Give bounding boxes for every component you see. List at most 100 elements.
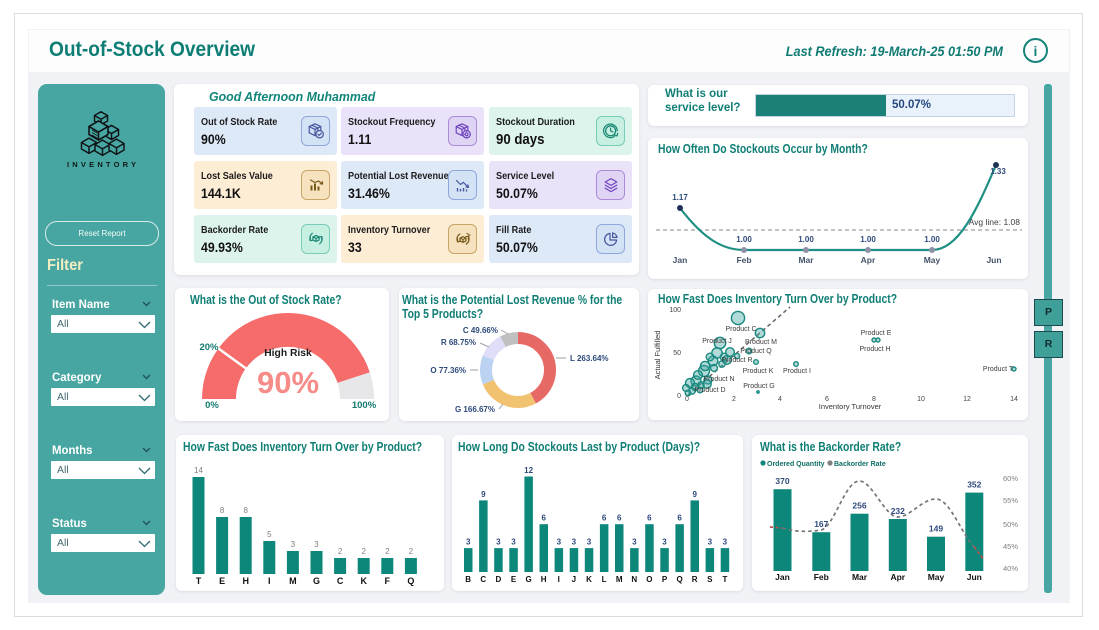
- svg-text:3: 3: [466, 538, 471, 547]
- svg-text:Ordered Quantity: Ordered Quantity: [767, 461, 825, 468]
- svg-text:0: 0: [685, 396, 689, 403]
- svg-text:0: 0: [677, 393, 681, 400]
- svg-text:Actual Fulfilled: Actual Fulfilled: [653, 331, 662, 380]
- svg-text:K: K: [586, 575, 592, 584]
- svg-text:6: 6: [617, 514, 622, 523]
- svg-text:Backorder Rate: Backorder Rate: [834, 461, 886, 468]
- svg-text:Feb: Feb: [736, 255, 751, 265]
- svg-text:Product D: Product D: [694, 387, 725, 394]
- svg-text:14: 14: [1010, 396, 1018, 403]
- svg-text:Product R: Product R: [721, 357, 752, 364]
- svg-text:6: 6: [647, 514, 652, 523]
- svg-text:Product M: Product M: [745, 339, 777, 346]
- svg-text:May: May: [924, 255, 941, 265]
- svg-text:Avg line: 1.08: Avg line: 1.08: [969, 217, 1021, 227]
- svg-text:M: M: [616, 575, 623, 584]
- svg-text:Product N: Product N: [703, 376, 734, 383]
- svg-text:R 68.75%: R 68.75%: [441, 338, 476, 347]
- svg-text:Jan: Jan: [673, 255, 688, 265]
- svg-text:6: 6: [825, 396, 829, 403]
- svg-text:1.17: 1.17: [672, 193, 688, 202]
- svg-text:10: 10: [917, 396, 925, 403]
- svg-text:J: J: [572, 575, 576, 584]
- svg-text:O 77.36%: O 77.36%: [430, 366, 466, 375]
- svg-text:K: K: [360, 576, 367, 586]
- svg-text:352: 352: [967, 480, 981, 490]
- svg-text:2: 2: [385, 547, 390, 556]
- svg-text:Mar: Mar: [852, 572, 868, 582]
- svg-text:H: H: [242, 576, 249, 586]
- svg-text:8: 8: [872, 396, 876, 403]
- svg-text:S: S: [707, 575, 713, 584]
- svg-text:Feb: Feb: [814, 572, 829, 582]
- svg-text:O: O: [646, 575, 652, 584]
- svg-text:2: 2: [732, 396, 736, 403]
- svg-text:B: B: [465, 575, 471, 584]
- svg-text:20%: 20%: [199, 342, 219, 353]
- svg-text:High Risk: High Risk: [264, 348, 312, 359]
- svg-text:6: 6: [602, 514, 607, 523]
- svg-text:3: 3: [496, 538, 501, 547]
- svg-text:G: G: [313, 576, 320, 586]
- svg-text:2: 2: [361, 547, 366, 556]
- svg-text:55%: 55%: [1003, 496, 1018, 505]
- svg-text:12: 12: [524, 466, 533, 475]
- svg-text:Product Q: Product Q: [740, 348, 772, 355]
- svg-text:D: D: [496, 575, 502, 584]
- svg-text:3: 3: [511, 538, 516, 547]
- svg-text:0%: 0%: [205, 400, 219, 411]
- svg-text:6: 6: [541, 514, 546, 523]
- svg-text:232: 232: [891, 506, 905, 516]
- svg-text:C: C: [337, 576, 344, 586]
- svg-text:5: 5: [267, 530, 272, 539]
- svg-text:6: 6: [677, 514, 682, 523]
- svg-text:3: 3: [557, 538, 562, 547]
- svg-text:167: 167: [814, 519, 828, 529]
- svg-text:12: 12: [963, 396, 971, 403]
- svg-text:40%: 40%: [1003, 564, 1018, 573]
- svg-text:Q: Q: [407, 576, 414, 586]
- svg-text:Product T: Product T: [983, 366, 1014, 373]
- svg-text:4: 4: [778, 396, 782, 403]
- svg-text:H: H: [541, 575, 547, 584]
- svg-text:256: 256: [852, 501, 866, 511]
- svg-text:3: 3: [662, 538, 667, 547]
- svg-text:1.00: 1.00: [860, 235, 876, 244]
- svg-text:370: 370: [775, 476, 789, 486]
- svg-text:3: 3: [632, 538, 637, 547]
- svg-text:Mar: Mar: [798, 255, 814, 265]
- svg-text:90%: 90%: [257, 365, 319, 400]
- svg-text:E: E: [219, 576, 225, 586]
- svg-text:I: I: [268, 576, 271, 586]
- svg-text:45%: 45%: [1003, 542, 1018, 551]
- svg-text:C 49.66%: C 49.66%: [463, 326, 498, 335]
- svg-text:100%: 100%: [352, 400, 377, 411]
- svg-text:Inventory Turnover: Inventory Turnover: [819, 402, 882, 411]
- svg-text:50: 50: [673, 350, 681, 357]
- svg-text:R: R: [692, 575, 698, 584]
- svg-text:I: I: [558, 575, 560, 584]
- svg-text:G 166.67%: G 166.67%: [455, 405, 495, 414]
- svg-text:Product K: Product K: [743, 368, 774, 375]
- svg-text:3: 3: [587, 538, 592, 547]
- svg-text:May: May: [928, 572, 945, 582]
- svg-text:L 263.64%: L 263.64%: [570, 354, 609, 363]
- svg-text:1.00: 1.00: [924, 235, 940, 244]
- svg-text:Apr: Apr: [861, 255, 876, 265]
- svg-text:Product G: Product G: [743, 383, 775, 390]
- svg-text:50%: 50%: [1003, 520, 1018, 529]
- svg-text:Product C: Product C: [725, 326, 756, 333]
- svg-text:G: G: [525, 575, 531, 584]
- svg-text:3: 3: [314, 540, 319, 549]
- svg-text:2: 2: [409, 547, 414, 556]
- svg-text:Jun: Jun: [986, 255, 1001, 265]
- svg-text:E: E: [511, 575, 517, 584]
- svg-text:3: 3: [291, 540, 296, 549]
- svg-text:Product J: Product J: [702, 338, 732, 345]
- svg-text:1.00: 1.00: [736, 235, 752, 244]
- svg-text:Apr: Apr: [890, 572, 905, 582]
- svg-text:1.00: 1.00: [798, 235, 814, 244]
- svg-text:100: 100: [669, 307, 681, 314]
- svg-text:Jan: Jan: [775, 572, 790, 582]
- svg-text:8: 8: [243, 506, 248, 515]
